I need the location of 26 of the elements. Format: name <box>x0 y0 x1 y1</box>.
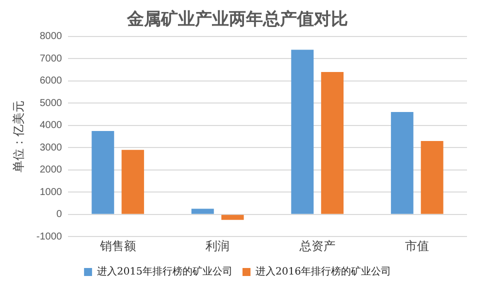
legend-label: 进入2015年排行榜的矿业公司 <box>97 266 233 278</box>
bar <box>92 130 114 214</box>
bar <box>321 72 344 214</box>
bar <box>390 112 414 214</box>
y-tick-label: -1000 <box>36 231 62 242</box>
y-tick-label: 5000 <box>40 98 62 109</box>
x-tick-label: 销售额 <box>98 239 136 254</box>
bar <box>122 150 144 214</box>
y-tick-label: 2000 <box>40 164 62 176</box>
bar <box>420 140 444 214</box>
chart-title: 金属矿业产业两年总产值对比 <box>126 10 348 30</box>
bar <box>221 214 244 220</box>
y-tick-label: 7000 <box>40 53 62 64</box>
y-tick-label: 4000 <box>40 120 62 132</box>
x-tick-label: 市值 <box>405 239 430 254</box>
legend-label: 进入2016年排行榜的矿业公司 <box>256 266 391 278</box>
x-tick-label: 总资产 <box>298 239 336 254</box>
x-tick-label: 利润 <box>206 239 230 254</box>
y-tick-label: 8000 <box>40 31 62 42</box>
bar <box>291 50 314 214</box>
y-tick-label: 6000 <box>40 76 62 87</box>
bar <box>191 208 214 214</box>
y-tick-label: 0 <box>56 209 62 220</box>
y-tick-label: 1000 <box>40 186 62 198</box>
y-axis-title: 单位：亿美元 <box>12 100 26 172</box>
y-tick-label: 3000 <box>40 142 62 154</box>
